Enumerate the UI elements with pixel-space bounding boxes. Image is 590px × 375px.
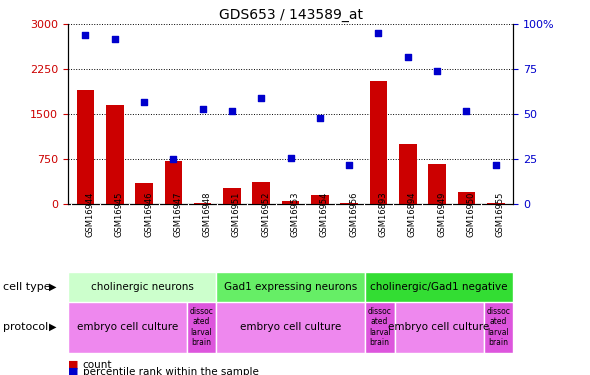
Bar — [311, 195, 329, 204]
Text: cell type: cell type — [3, 282, 51, 292]
Text: cholinergic neurons: cholinergic neurons — [91, 282, 194, 292]
Title: GDS653 / 143589_at: GDS653 / 143589_at — [218, 8, 363, 22]
Text: GSM16950: GSM16950 — [467, 192, 476, 237]
Point — [315, 115, 324, 121]
Bar — [217, 302, 365, 352]
Bar — [340, 202, 358, 204]
Point — [110, 36, 119, 42]
Point — [403, 54, 412, 60]
Bar — [194, 202, 211, 204]
Point — [286, 154, 295, 160]
Text: percentile rank within the sample: percentile rank within the sample — [83, 367, 258, 375]
Text: embryo cell culture: embryo cell culture — [240, 322, 341, 332]
Text: dissoc
ated
larval
brain: dissoc ated larval brain — [487, 307, 510, 347]
Text: embryo cell culture: embryo cell culture — [388, 322, 490, 332]
Text: protocol: protocol — [3, 322, 48, 332]
Point — [139, 99, 149, 105]
Text: GSM16955: GSM16955 — [496, 192, 504, 237]
Bar — [223, 188, 241, 204]
Text: GSM16947: GSM16947 — [173, 192, 182, 237]
Bar — [365, 302, 395, 352]
Bar — [395, 302, 484, 352]
Bar — [370, 81, 387, 204]
Text: GSM16944: GSM16944 — [86, 192, 94, 237]
Text: GSM16951: GSM16951 — [232, 192, 241, 237]
Text: cholinergic/Gad1 negative: cholinergic/Gad1 negative — [371, 282, 508, 292]
Text: ▶: ▶ — [50, 322, 57, 332]
Bar — [282, 201, 299, 204]
Point — [374, 30, 384, 36]
Text: GSM16954: GSM16954 — [320, 192, 329, 237]
Bar — [458, 192, 475, 204]
Point — [491, 162, 500, 168]
Text: Gad1 expressing neurons: Gad1 expressing neurons — [224, 282, 357, 292]
Bar — [135, 183, 153, 204]
Bar — [217, 272, 365, 302]
Bar — [68, 302, 186, 352]
Point — [257, 95, 266, 101]
Bar — [77, 90, 94, 204]
Point — [345, 162, 354, 168]
Bar — [165, 161, 182, 204]
Bar — [106, 105, 123, 204]
Text: count: count — [83, 360, 112, 369]
Text: ■: ■ — [68, 360, 78, 369]
Bar — [487, 203, 504, 204]
Text: GSM16893: GSM16893 — [379, 192, 388, 237]
Text: ■: ■ — [68, 367, 78, 375]
Point — [462, 108, 471, 114]
Text: GSM16952: GSM16952 — [261, 192, 270, 237]
Bar — [399, 144, 417, 204]
Text: GSM16946: GSM16946 — [144, 192, 153, 237]
Point — [169, 156, 178, 162]
Point — [432, 68, 442, 74]
Text: dissoc
ated
larval
brain: dissoc ated larval brain — [189, 307, 214, 347]
Text: GSM16948: GSM16948 — [202, 192, 212, 237]
Point — [198, 106, 207, 112]
Bar — [253, 182, 270, 204]
Text: embryo cell culture: embryo cell culture — [77, 322, 178, 332]
Text: GSM16956: GSM16956 — [349, 192, 358, 237]
Bar — [186, 302, 217, 352]
Text: dissoc
ated
larval
brain: dissoc ated larval brain — [368, 307, 392, 347]
Bar — [484, 302, 513, 352]
Point — [227, 108, 237, 114]
Bar — [365, 272, 513, 302]
Text: GSM16945: GSM16945 — [114, 192, 124, 237]
Text: ▶: ▶ — [50, 282, 57, 292]
Text: GSM16949: GSM16949 — [437, 192, 446, 237]
Text: GSM16894: GSM16894 — [408, 192, 417, 237]
Point — [81, 32, 90, 38]
Text: GSM16953: GSM16953 — [290, 192, 300, 237]
Bar — [428, 164, 446, 204]
Bar — [68, 272, 217, 302]
